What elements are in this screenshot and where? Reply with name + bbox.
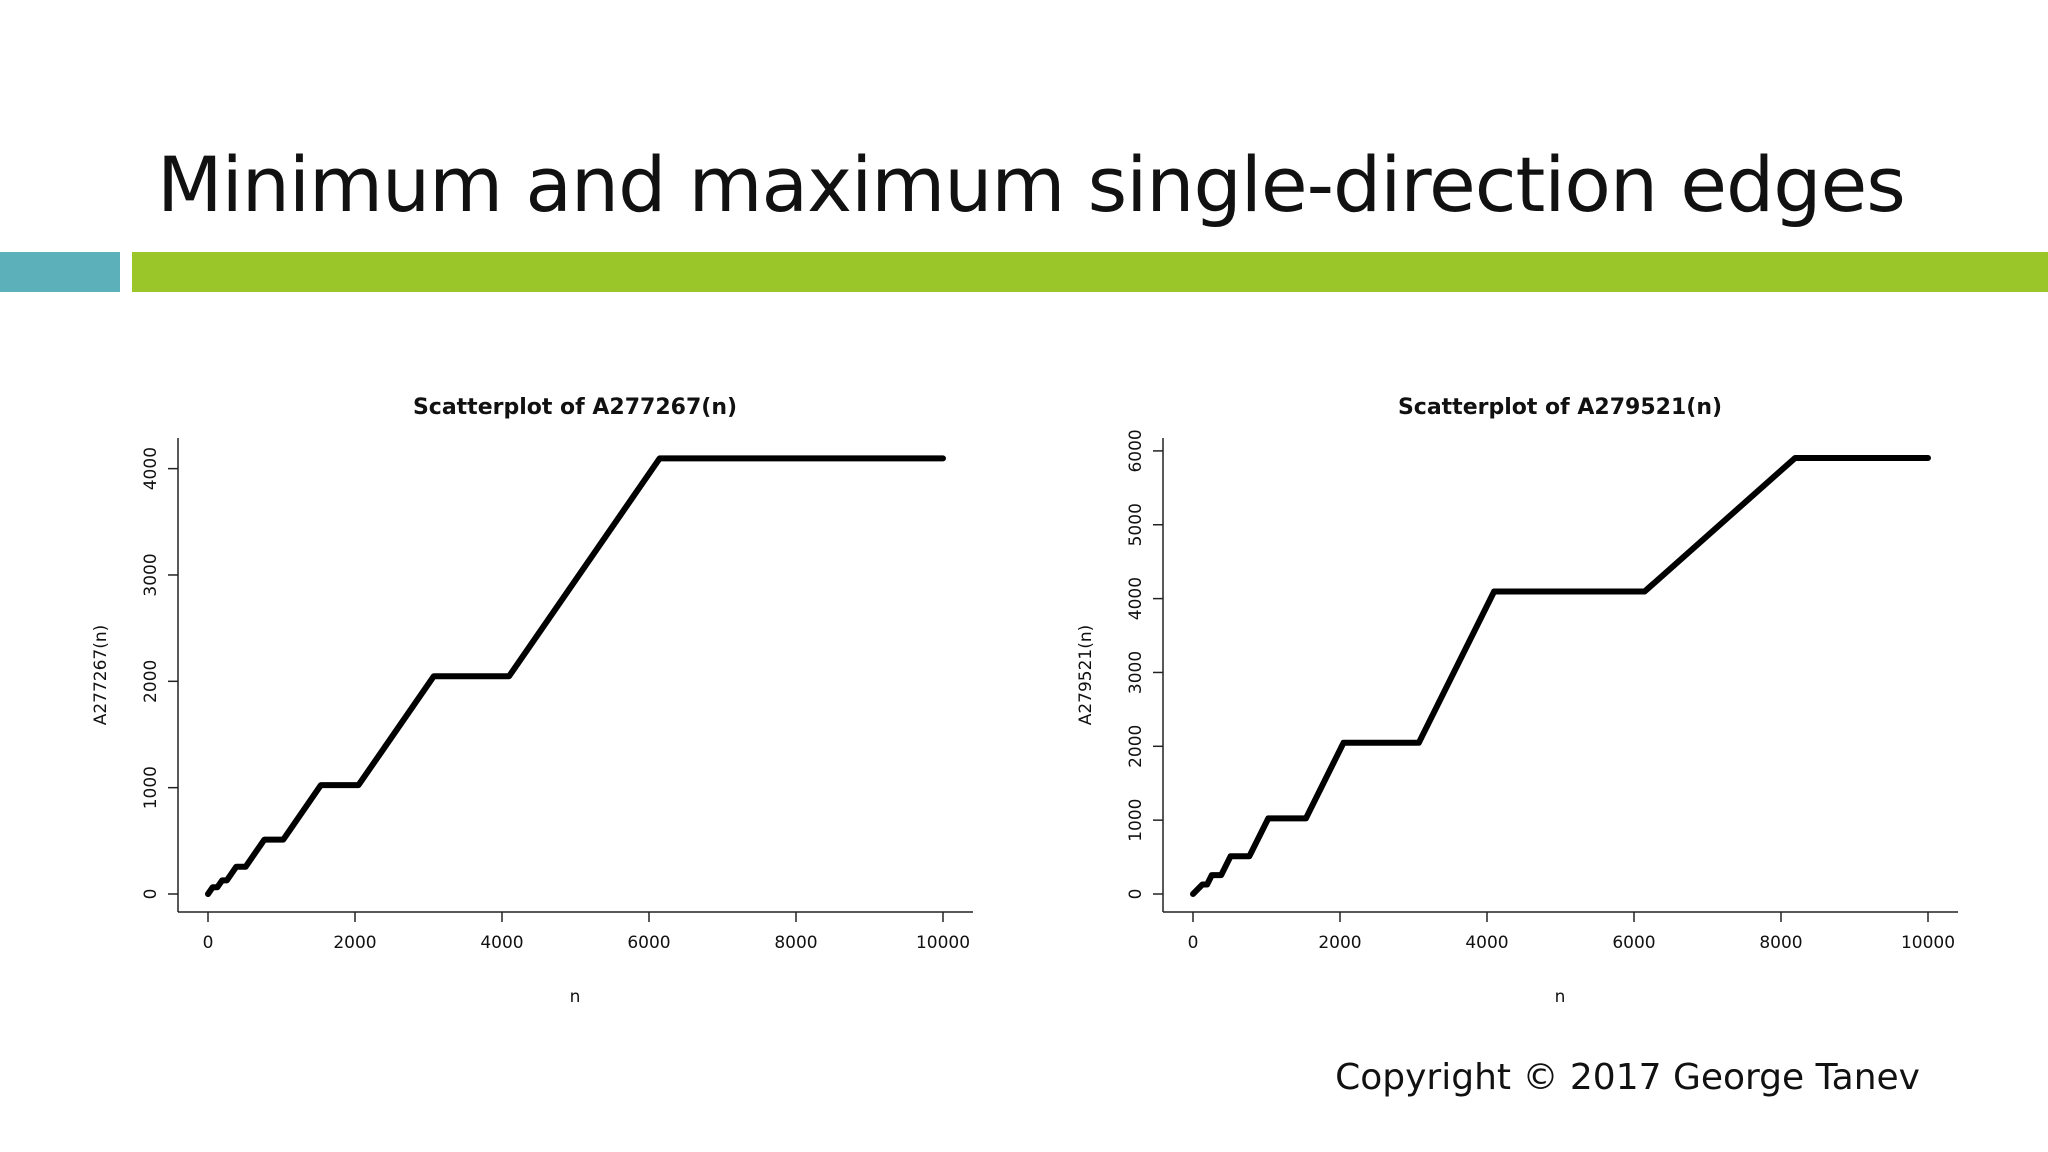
data-series xyxy=(1190,455,1931,897)
x-tick-label: 8000 xyxy=(1759,933,1802,953)
x-tick-label: 6000 xyxy=(1612,933,1655,953)
accent-bar-green xyxy=(132,252,2048,292)
x-tick-label: 0 xyxy=(203,933,214,953)
y-tick-label: 0 xyxy=(141,889,161,900)
y-tick-label: 6000 xyxy=(1126,429,1146,472)
y-tick-label: 3000 xyxy=(141,553,161,596)
y-axis-label: A277267(n) xyxy=(91,625,111,726)
x-tick-label: 8000 xyxy=(774,933,817,953)
data-series xyxy=(205,455,946,897)
y-tick-label: 1000 xyxy=(1126,799,1146,842)
accent-bar-teal xyxy=(0,252,120,292)
slide-title: Minimum and maximum single-direction edg… xyxy=(157,140,1906,229)
y-tick-label: 2000 xyxy=(1126,725,1146,768)
copyright-notice: Copyright © 2017 George Tanev xyxy=(1335,1057,1920,1098)
chart-title: Scatterplot of A279521(n) xyxy=(1398,395,1722,420)
y-tick-label: 5000 xyxy=(1126,503,1146,546)
y-tick-label: 4000 xyxy=(141,447,161,490)
x-tick-label: 6000 xyxy=(627,933,670,953)
x-axis-label: n xyxy=(1555,987,1566,1007)
x-tick-label: 2000 xyxy=(333,933,376,953)
x-tick-label: 4000 xyxy=(480,933,523,953)
y-tick-label: 0 xyxy=(1126,889,1146,900)
chart-a277267: Scatterplot of A277267(n) n A277267(n) 0… xyxy=(60,390,1060,1030)
x-tick-label: 4000 xyxy=(1465,933,1508,953)
y-tick-label: 1000 xyxy=(141,766,161,809)
x-tick-label: 2000 xyxy=(1318,933,1361,953)
x-tick-label: 0 xyxy=(1188,933,1199,953)
y-tick-label: 2000 xyxy=(141,660,161,703)
x-tick-label: 10000 xyxy=(1901,933,1955,953)
chart-a277267-svg: Scatterplot of A277267(n) n A277267(n) 0… xyxy=(91,395,973,1007)
x-tick-label: 10000 xyxy=(916,933,970,953)
chart-title: Scatterplot of A277267(n) xyxy=(413,395,737,420)
y-tick-label: 4000 xyxy=(1126,577,1146,620)
chart-a279521-svg: Scatterplot of A279521(n) n A279521(n) 0… xyxy=(1076,395,1958,1007)
y-axis-label: A279521(n) xyxy=(1076,625,1096,726)
x-axis-label: n xyxy=(570,987,581,1007)
y-tick-label: 3000 xyxy=(1126,651,1146,694)
chart-a279521: Scatterplot of A279521(n) n A279521(n) 0… xyxy=(1045,390,2045,1030)
